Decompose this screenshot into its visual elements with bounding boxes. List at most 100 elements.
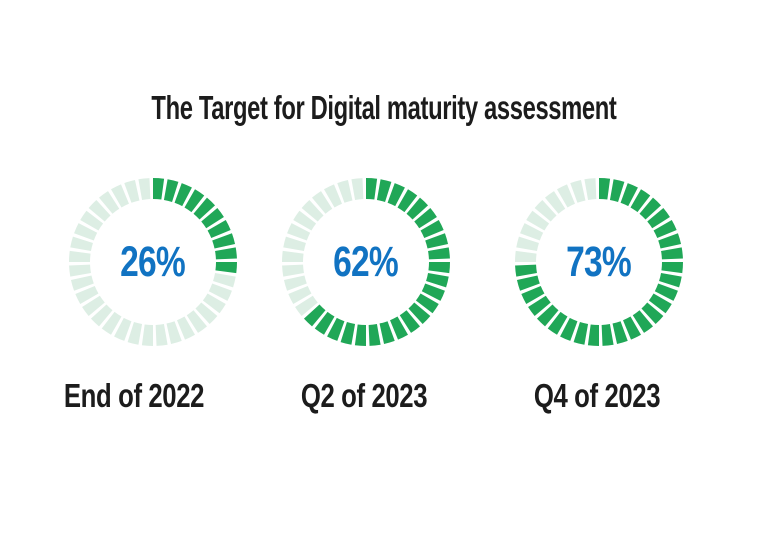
ring-segment — [215, 247, 237, 260]
ring-segment — [639, 197, 662, 220]
ring-segment — [90, 304, 113, 327]
gauge-label-q4-of-2023: Q4 of 2023 — [533, 377, 661, 414]
ring-segment — [295, 295, 318, 316]
ring-segment — [74, 223, 98, 241]
ring-segment — [75, 286, 99, 304]
ring-segment — [654, 283, 678, 301]
ring-segment — [177, 316, 195, 340]
ring-segment — [127, 322, 143, 345]
ring-segment — [351, 178, 364, 200]
ring-segment — [387, 183, 405, 207]
ring-segment — [428, 262, 450, 274]
ring-segment — [283, 236, 306, 252]
ring-segment — [560, 317, 578, 341]
ring-segment — [138, 178, 151, 200]
ring-segment — [155, 324, 168, 346]
ring-segment — [282, 264, 304, 277]
ring-segment — [195, 302, 218, 325]
donut-gauge-q2-of-2023: 62% — [280, 176, 452, 348]
ring-segment — [213, 272, 236, 288]
ring-segment — [202, 293, 226, 314]
ring-segment — [420, 220, 444, 238]
ring-segment — [536, 304, 559, 327]
ring-segment — [612, 321, 628, 345]
gauge-label-end-of-2022: End of 2022 — [63, 377, 205, 414]
ring-segment — [573, 322, 589, 345]
ring-segment — [186, 310, 207, 333]
ring-segment — [620, 183, 638, 207]
ring-segment — [408, 302, 431, 325]
ring-segment — [609, 179, 625, 202]
ring-segment — [340, 322, 356, 345]
gauge-value: 26% — [120, 237, 187, 286]
ring-segment — [653, 220, 677, 238]
donut-ring — [515, 178, 683, 346]
ring-segment — [557, 184, 575, 208]
page-title-text: The Target for Digital maturity assessme… — [151, 89, 617, 126]
ring-segment — [314, 311, 335, 335]
ring-segment — [208, 283, 232, 301]
ring-segment — [426, 272, 449, 288]
ring-segment — [421, 283, 445, 301]
ring-segment — [648, 293, 672, 314]
ring-segment — [516, 236, 539, 252]
gauge-value-container: 62% — [280, 176, 452, 348]
ring-segment — [111, 184, 129, 208]
gauge-value-container: 73% — [513, 176, 685, 348]
ring-segment — [414, 208, 437, 229]
ring-segment — [661, 262, 683, 274]
ring-segment — [327, 317, 345, 341]
ring-segment — [184, 189, 205, 213]
donut-gauge-end-of-2022: 26% — [67, 176, 239, 348]
ring-segment — [282, 250, 304, 262]
ring-segment — [193, 197, 216, 220]
ring-segment — [534, 199, 557, 222]
ring-segment — [174, 183, 192, 207]
ring-segment — [301, 199, 324, 222]
ring-segment — [69, 250, 91, 262]
ring-segment — [288, 286, 312, 304]
ring-segment — [623, 316, 641, 340]
ring-segment — [99, 191, 120, 214]
ring-segment — [82, 295, 105, 316]
gauge-value: 62% — [333, 237, 400, 286]
ring-segment — [399, 310, 420, 333]
ring-segment — [516, 275, 540, 291]
ring-segment — [415, 293, 439, 314]
ring-segment — [163, 179, 179, 202]
ring-segment — [425, 233, 449, 249]
ring-segment — [545, 191, 566, 214]
gauge-value: 73% — [566, 237, 633, 286]
ring-segment — [215, 262, 237, 274]
ring-segment — [201, 208, 224, 229]
ring-segment — [397, 189, 418, 213]
ring-segment — [354, 324, 366, 346]
ring-segment — [658, 233, 682, 249]
donut-ring — [69, 178, 237, 346]
ring-segment — [428, 247, 450, 260]
ring-segment — [526, 210, 550, 231]
ring-segment — [303, 304, 326, 327]
ring-segment — [166, 321, 182, 345]
ring-segment — [153, 178, 165, 200]
ring-segment — [212, 233, 236, 249]
ring-segment — [515, 250, 537, 262]
ring-segment — [647, 208, 670, 229]
ring-segment — [547, 311, 568, 335]
ring-segment — [207, 220, 231, 238]
donut-ring — [282, 178, 450, 346]
ring-segment — [312, 191, 333, 214]
ring-segment — [630, 189, 651, 213]
ring-segment — [141, 324, 153, 346]
ring-segment — [587, 324, 599, 346]
ring-segment — [659, 272, 682, 288]
ring-segment — [70, 275, 94, 291]
ring-segment — [379, 321, 395, 345]
ring-segment — [515, 264, 537, 277]
ring-segment — [584, 178, 597, 200]
ring-segment — [287, 223, 311, 241]
ring-segment — [376, 179, 392, 202]
ring-segment — [69, 264, 91, 277]
page-title: The Target for Digital maturity assessme… — [0, 89, 768, 127]
